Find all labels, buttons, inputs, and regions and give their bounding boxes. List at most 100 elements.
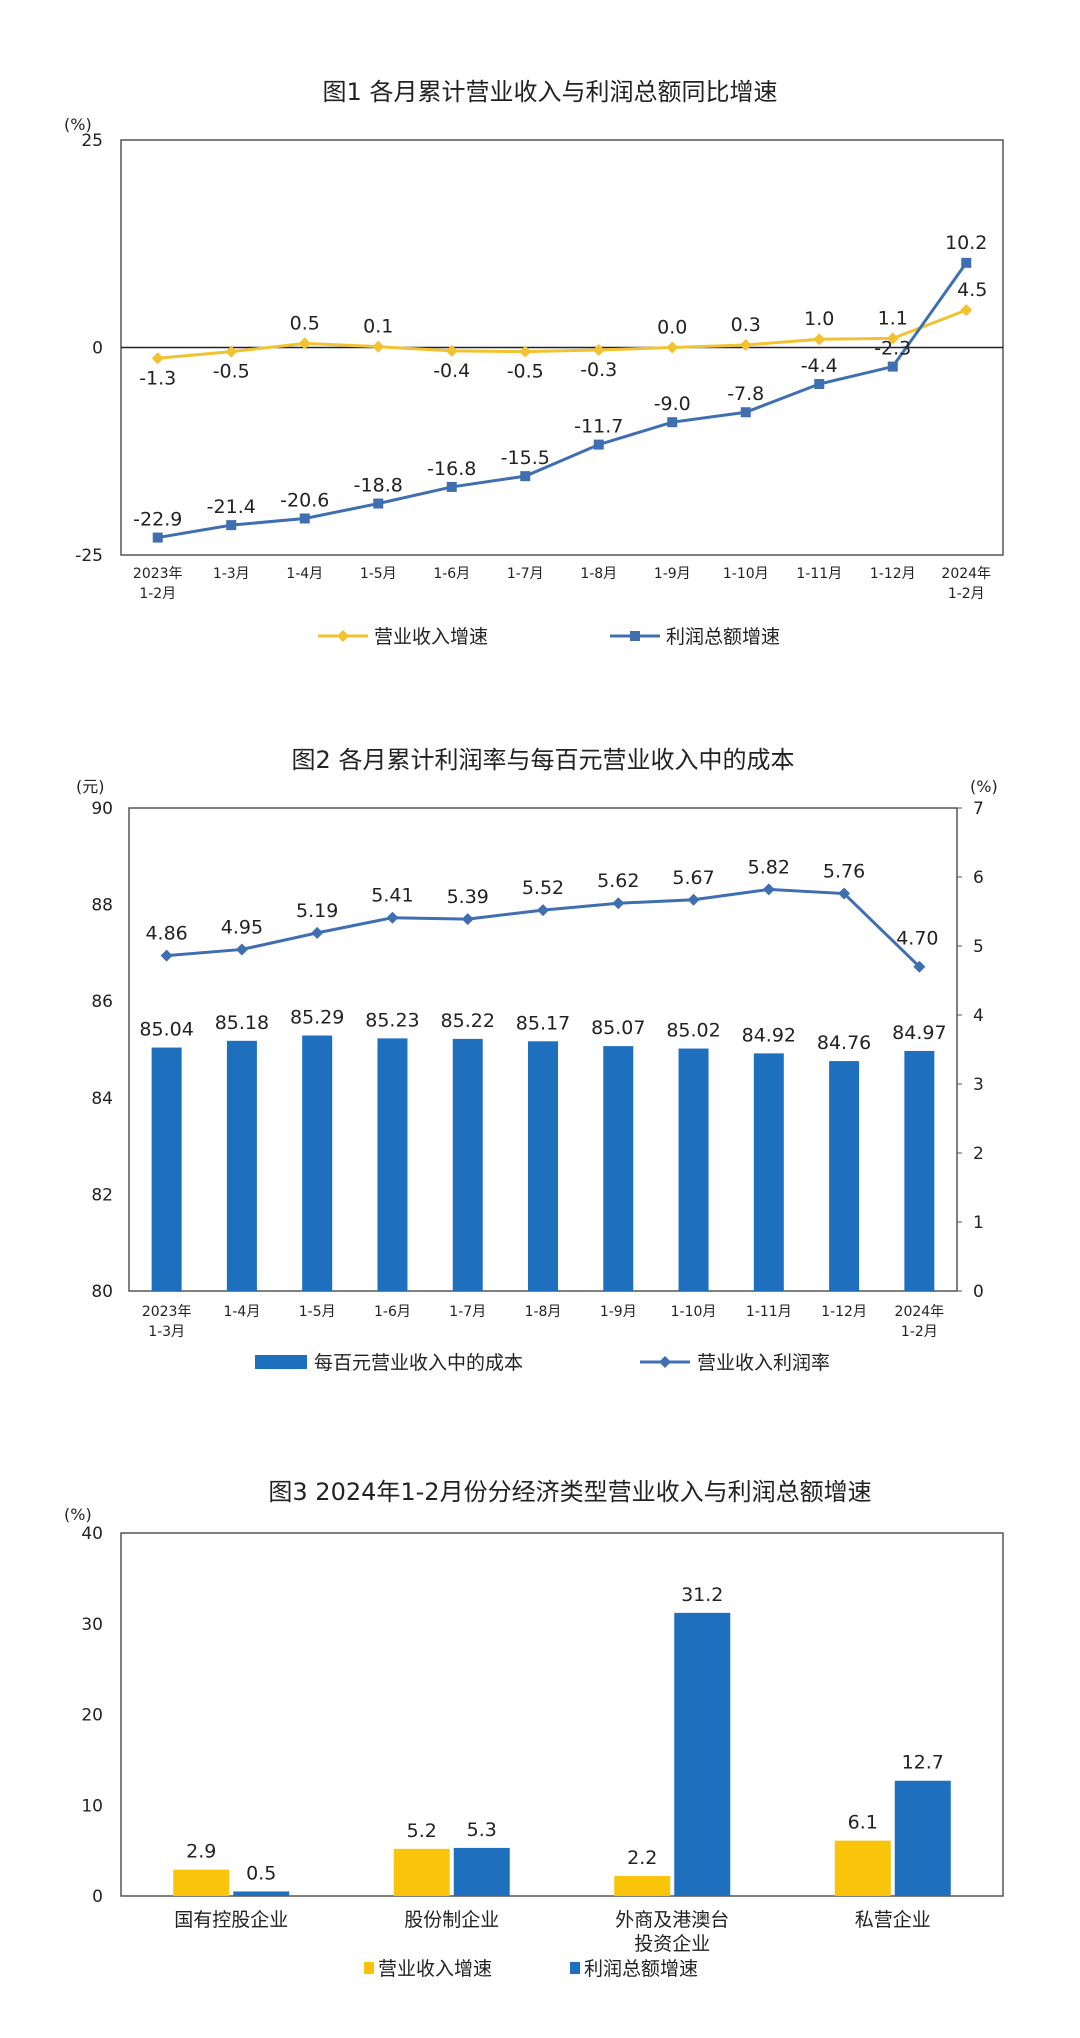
chart3-title: 图3 2024年1-2月份分经济类型营业收入与利润总额增速 xyxy=(268,1478,871,1506)
chart1-point xyxy=(373,498,384,509)
chart2-legend-label: 营业收入利润率 xyxy=(697,1352,830,1374)
chart3-bar-label: 2.2 xyxy=(627,1847,657,1869)
chart2-line-label: 4.70 xyxy=(896,928,938,950)
chart2-legend-label: 每百元营业收入中的成本 xyxy=(314,1352,523,1374)
chart2-bar-label: 85.29 xyxy=(290,1006,344,1028)
chart1-x-tick-label: 1-8月 xyxy=(580,566,617,582)
chart1-x-tick-label: 1-11月 xyxy=(796,566,842,582)
chart1-x-tick-label: 1-5月 xyxy=(360,566,397,582)
chart1-point xyxy=(667,417,678,428)
chart2-x-tick-label: 1-12月 xyxy=(821,1304,867,1320)
chart1-data-label: -15.5 xyxy=(501,447,550,469)
chart1-data-label: -1.3 xyxy=(139,367,176,389)
chart2-line-label: 5.67 xyxy=(672,867,714,889)
chart3-bar-label: 0.5 xyxy=(246,1862,276,1884)
chart2-point xyxy=(386,911,399,924)
chart1-data-label: -7.8 xyxy=(727,383,764,405)
chart2-point xyxy=(762,883,775,896)
chart2-x-tick-label: 1-5月 xyxy=(299,1304,336,1320)
chart2-bar xyxy=(151,1047,182,1291)
chart1-x-tick-label: 1-6月 xyxy=(433,566,470,582)
chart2-bar xyxy=(452,1038,483,1291)
chart2-title: 图2 各月累计利润率与每百元营业收入中的成本 xyxy=(292,746,795,774)
chart1-legend-label: 营业收入增速 xyxy=(374,626,488,648)
chart1-legend-marker xyxy=(337,630,349,642)
chart1-y-unit: (%) xyxy=(64,115,92,134)
chart1-x-tick-label: 1-10月 xyxy=(723,566,769,582)
chart1-data-label: 10.2 xyxy=(945,232,987,254)
chart1-data-label: 1.1 xyxy=(878,307,908,329)
chart2-bar-label: 85.17 xyxy=(516,1012,570,1034)
chart2-bar xyxy=(678,1048,709,1291)
chart2-line-label: 4.95 xyxy=(221,916,263,938)
chart1-point xyxy=(445,344,458,357)
chart3-legend-label: 营业收入增速 xyxy=(378,1958,492,1980)
chart2-point xyxy=(311,926,324,939)
chart2-line-label: 5.76 xyxy=(823,861,865,883)
chart3-y-unit: (%) xyxy=(64,1505,92,1524)
chart2-line-label: 4.86 xyxy=(145,923,187,945)
chart3-legend-swatch xyxy=(364,1962,374,1974)
chart1-data-label: -21.4 xyxy=(207,496,256,518)
chart2-y2-tick-label: 6 xyxy=(973,868,984,888)
chart3-bar-label: 2.9 xyxy=(186,1841,216,1863)
chart2-x-tick-label: 1-8月 xyxy=(525,1304,562,1320)
chart1-point xyxy=(519,345,532,358)
chart2-x-tick-label: 1-9月 xyxy=(600,1304,637,1320)
chart1-data-label: 0.5 xyxy=(290,312,320,334)
chart2-x-tick-label: 1-4月 xyxy=(223,1304,260,1320)
chart1-point xyxy=(446,481,457,492)
chart3-layer: 40 30 20 10 0 2.9 5.2 2.2 6.1 0.5 5.3 31.2 12.7 国有控股企… xyxy=(81,1524,951,1980)
chart1-layer: 25 0 -25 2023年 1-2月 1-3月 1-4月 1-5月 1-6月 1-7月 1-8月 1… xyxy=(75,131,1003,648)
chart2-bar-label: 84.92 xyxy=(742,1024,796,1046)
chart3-bar xyxy=(834,1840,891,1896)
chart1-data-label: -9.0 xyxy=(654,393,691,415)
chart3-bar xyxy=(233,1891,290,1896)
chart1-point xyxy=(592,343,605,356)
chart1-point xyxy=(151,352,164,365)
chart2-y2-tick-label: 1 xyxy=(973,1213,984,1233)
chart2-bar xyxy=(377,1038,408,1291)
chart1-point xyxy=(225,345,238,358)
chart2-y2-tick-label: 7 xyxy=(973,799,984,819)
chart3-bar xyxy=(393,1848,450,1896)
chart1-data-label: -0.5 xyxy=(507,361,544,383)
chart3-y-tick-label: 0 xyxy=(92,1887,103,1907)
chart2-line-label: 5.82 xyxy=(748,856,790,878)
chart2-x-tick-label: 1-6月 xyxy=(374,1304,411,1320)
chart2-bar-label: 84.76 xyxy=(817,1032,871,1054)
chart1-point xyxy=(372,340,385,353)
chart1-point xyxy=(520,471,531,482)
chart1-point xyxy=(960,304,973,317)
chart1-data-label: -18.8 xyxy=(354,475,403,497)
chart1-x-tick-label: 1-7月 xyxy=(507,566,544,582)
chart2-bar-label: 85.07 xyxy=(591,1017,645,1039)
chart2-point xyxy=(537,904,549,917)
chart2-bar xyxy=(904,1050,935,1291)
chart1-data-label: -22.9 xyxy=(133,509,182,531)
chart1-point xyxy=(813,333,826,346)
chart1-data-label: 0.0 xyxy=(657,317,687,339)
chart2-bar-label: 85.22 xyxy=(441,1010,495,1032)
chart2-y-tick-label: 84 xyxy=(91,1089,113,1109)
chart3-x-tick-label: 股份制企业 xyxy=(404,1909,499,1931)
chart3-y-tick-label: 20 xyxy=(81,1706,103,1726)
chart1-x-tick-label: 1-4月 xyxy=(286,566,323,582)
chart2-point xyxy=(687,893,700,906)
chart2-line-label: 5.41 xyxy=(371,885,413,907)
chart1-point xyxy=(814,379,825,390)
chart2-y-tick-label: 88 xyxy=(91,896,113,916)
chart3-legend-swatch xyxy=(570,1962,580,1974)
chart2-line-label: 5.52 xyxy=(522,877,564,899)
chart1-point xyxy=(740,407,751,418)
chart1-point xyxy=(739,339,752,352)
chart1-y-tick-label: -25 xyxy=(75,546,103,566)
chart2-legend-swatch xyxy=(255,1355,307,1369)
chart1-point xyxy=(887,361,898,372)
chart2-line-label: 5.62 xyxy=(597,870,639,892)
chart2-x-tick-label: 1-7月 xyxy=(449,1304,486,1320)
chart2-y-tick-label: 82 xyxy=(91,1185,113,1205)
chart2-point xyxy=(160,949,173,962)
chart1-x-tick-label: 1-3月 xyxy=(213,566,250,582)
plot-frame-3 xyxy=(120,1532,1004,1897)
